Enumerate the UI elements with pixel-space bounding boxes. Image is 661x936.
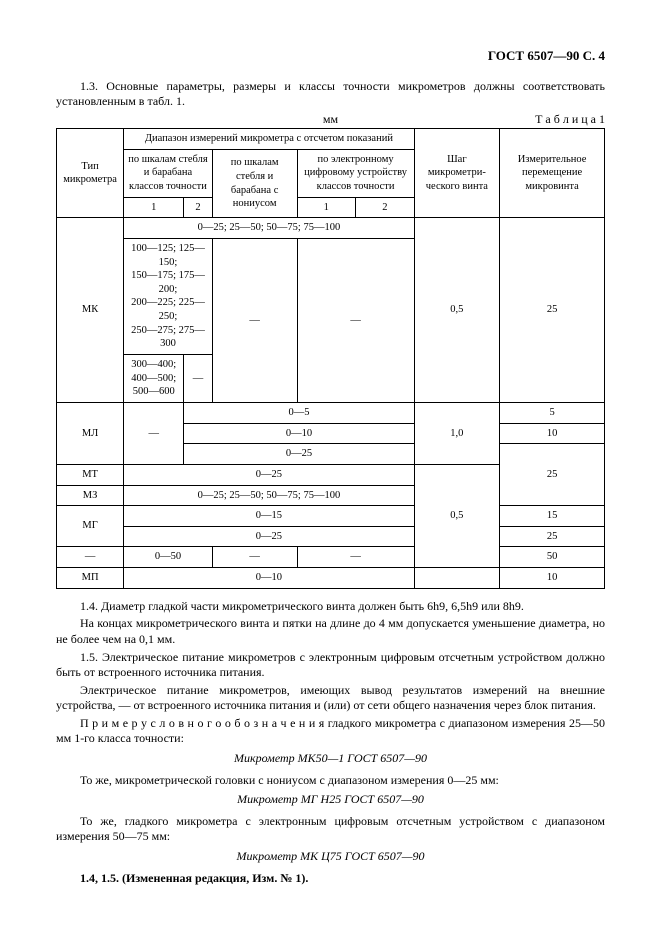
table-caption-row: мм Т а б л и ц а 1	[56, 112, 605, 126]
cell: 5	[500, 402, 605, 423]
cell: 50	[500, 547, 605, 568]
cell: —	[212, 238, 297, 402]
cell: —	[57, 547, 124, 568]
para-1-5b: Электрическое питание микрометров, имеющ…	[56, 683, 605, 714]
cell: —	[297, 547, 414, 568]
designation-3: Микрометр МК Ц75 ГОСТ 6507—90	[56, 849, 605, 865]
th-range: Диапазон измерений микрометра с отсчетом…	[124, 129, 414, 150]
cell: 300—400; 400—500; 500—600	[124, 355, 184, 403]
para-1-5: 1.5. Электрическое питание микрометров с…	[56, 650, 605, 681]
para-1-4b: На концах микрометрического винта и пятк…	[56, 616, 605, 647]
cell: 0—15	[124, 506, 414, 527]
cell: 0—25; 25—50; 50—75; 75—100	[124, 485, 414, 506]
cell: 100—125; 125—150; 150—175; 175—200; 200—…	[124, 238, 213, 354]
cell: 0—25	[184, 444, 414, 465]
cell: —	[212, 547, 297, 568]
cell: 0—25; 25—50; 50—75; 75—100	[124, 218, 414, 239]
cell	[414, 568, 500, 589]
cell: МП	[57, 568, 124, 589]
th-sub-b: по шкалам стебля и барабана с нониусом	[212, 149, 297, 218]
para-des3-lead: То же, гладкого микрометра с электронным…	[56, 814, 605, 845]
cell: 25	[500, 526, 605, 547]
th-type: Тип микрометра	[57, 129, 124, 218]
para-change: 1.4, 1.5. (Измененная редакция, Изм. № 1…	[56, 871, 605, 887]
th-travel: Измерительное перемещение микровинта	[500, 129, 605, 218]
cell: 0—5	[184, 402, 414, 423]
th-step: Шаг микрометри­ческого винта	[414, 129, 500, 218]
cell: 25	[500, 444, 605, 506]
cell: 0,5	[414, 218, 500, 403]
cell: МК	[57, 218, 124, 403]
para-des2-lead: То же, микрометрической головки с нониус…	[56, 773, 605, 789]
cell: 0—25	[124, 464, 414, 485]
cell: 25	[500, 218, 605, 403]
cell: 10	[500, 423, 605, 444]
cell: 1,0	[414, 402, 500, 464]
para-1-4: 1.4. Диаметр гладкой части микрометричес…	[56, 599, 605, 615]
para-1-3: 1.3. Основные параметры, размеры и класс…	[56, 79, 605, 110]
designation-1: Микрометр МК50—1 ГОСТ 6507—90	[56, 751, 605, 767]
para-example-lead: П р и м е р у с л о в н о г о о б о з н …	[56, 716, 605, 747]
th-sub-a: по шкалам стебля и барабана классов точн…	[124, 149, 213, 197]
unit-label: мм	[323, 112, 338, 128]
th-a2: 2	[184, 197, 212, 218]
cell: 10	[500, 568, 605, 589]
cell: 15	[500, 506, 605, 527]
cell: МЛ	[57, 402, 124, 464]
cell: МЗ	[57, 485, 124, 506]
cell: —	[297, 238, 414, 402]
th-c2: 2	[356, 197, 415, 218]
designation-2: Микрометр МГ Н25 ГОСТ 6507—90	[56, 792, 605, 808]
th-sub-c: по электронному цифровому устройству кла…	[297, 149, 414, 197]
table-1: Тип микрометра Диапазон измерений микром…	[56, 128, 605, 589]
th-a1: 1	[124, 197, 184, 218]
page: ГОСТ 6507—90 С. 4 1.3. Основные параметр…	[0, 0, 661, 928]
cell: 0—50	[124, 547, 213, 568]
cell: 0—25	[124, 526, 414, 547]
cell: 0—10	[184, 423, 414, 444]
table-number: Т а б л и ц а 1	[535, 112, 605, 128]
cell: 0,5	[414, 464, 500, 567]
cell: —	[124, 402, 184, 464]
cell: 0—10	[124, 568, 414, 589]
page-header: ГОСТ 6507—90 С. 4	[56, 48, 605, 65]
cell: МГ	[57, 506, 124, 547]
cell: —	[184, 355, 212, 403]
cell: МТ	[57, 464, 124, 485]
th-c1: 1	[297, 197, 356, 218]
